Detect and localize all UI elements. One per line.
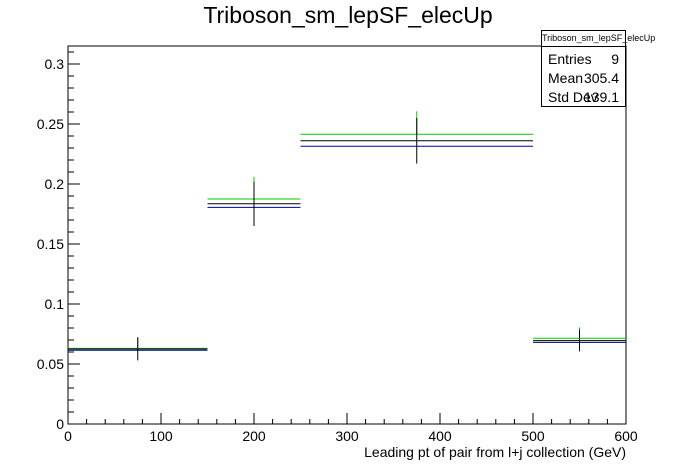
- x-tick-label: 600: [614, 428, 638, 444]
- stats-box-title: Triboson_sm_lepSF_elecUp: [542, 33, 656, 43]
- stats-stddev-value: 139.1: [583, 89, 619, 105]
- x-tick-label: 100: [149, 428, 173, 444]
- x-tick-label: 0: [64, 428, 72, 444]
- stats-mean-value: 305.4: [583, 70, 619, 86]
- y-tick-label: 0.15: [37, 236, 64, 252]
- y-tick-label: 0.2: [45, 176, 65, 192]
- stats-box-divider: [542, 46, 625, 47]
- x-tick-label: 400: [428, 428, 452, 444]
- y-tick-label: 0.05: [37, 356, 64, 372]
- x-tick-label: 300: [335, 428, 359, 444]
- stats-stddev-label: Std Dev: [548, 89, 598, 105]
- x-axis-label: Leading pt of pair from l+j collection (…: [364, 444, 626, 460]
- chart-title: Triboson_sm_lepSF_elecUp: [203, 2, 493, 28]
- y-tick-label: 0.1: [45, 296, 65, 312]
- stats-entries-value: 9: [611, 51, 619, 67]
- y-tick-label: 0: [56, 416, 64, 432]
- x-tick-label: 200: [242, 428, 266, 444]
- stats-entries-label: Entries: [548, 51, 592, 67]
- x-tick-label: 500: [521, 428, 545, 444]
- stats-box: Triboson_sm_lepSF_elecUp Entries 9 Mean …: [541, 30, 656, 107]
- y-tick-label: 0.25: [37, 116, 64, 132]
- stats-mean-label: Mean: [548, 70, 584, 86]
- y-tick-label: 0.3: [45, 56, 65, 72]
